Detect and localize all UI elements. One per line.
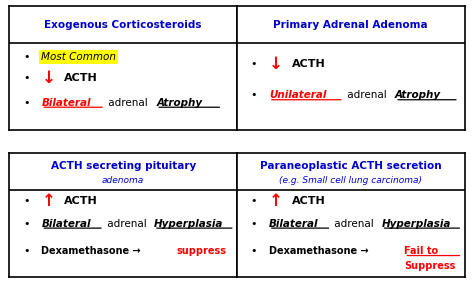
Text: Unilateral: Unilateral [269,90,326,100]
Text: •: • [23,52,30,62]
Text: •: • [23,246,30,256]
Text: Bilateral: Bilateral [41,98,91,108]
Text: •: • [251,196,257,206]
Text: ACTH: ACTH [292,59,325,68]
Text: ↑: ↑ [41,192,55,210]
Text: adenoma: adenoma [102,176,145,185]
Text: adrenal: adrenal [104,219,150,229]
Text: ACTH: ACTH [64,196,98,206]
Text: Primary Adrenal Adenoma: Primary Adrenal Adenoma [273,20,428,30]
Text: ACTH secreting pituitary: ACTH secreting pituitary [51,161,196,171]
Text: Most Common: Most Common [41,52,116,62]
Text: adrenal: adrenal [344,90,390,100]
Text: Hyperplasia: Hyperplasia [154,219,223,229]
Text: •: • [251,90,257,100]
Text: ↓: ↓ [41,69,55,87]
Text: Dexamethasone →: Dexamethasone → [41,246,144,256]
Text: •: • [251,246,257,256]
Text: ↓: ↓ [269,55,283,73]
Text: Bilateral: Bilateral [41,219,91,229]
Text: •: • [23,73,30,83]
Text: •: • [251,219,257,229]
Text: Fail to: Fail to [404,246,438,256]
Text: •: • [251,59,257,68]
Text: •: • [23,219,30,229]
Text: suppress: suppress [177,246,227,256]
Text: adrenal: adrenal [105,98,151,108]
Text: Dexamethasone →: Dexamethasone → [269,246,372,256]
Text: Exogenous Corticosteroids: Exogenous Corticosteroids [45,20,202,30]
Text: Bilateral: Bilateral [269,219,319,229]
Text: adrenal: adrenal [331,219,377,229]
Text: (e.g. Small cell lung carcinoma): (e.g. Small cell lung carcinoma) [279,176,422,185]
Text: Paraneoplastic ACTH secretion: Paraneoplastic ACTH secretion [260,161,442,171]
Text: •: • [23,196,30,206]
Text: Atrophy: Atrophy [156,98,202,108]
Text: •: • [23,98,30,108]
Text: ACTH: ACTH [64,73,98,83]
Text: ↑: ↑ [269,192,283,210]
Text: Suppress: Suppress [404,261,456,271]
Text: ACTH: ACTH [292,196,325,206]
Text: Atrophy: Atrophy [395,90,441,100]
Text: Hyperplasia: Hyperplasia [382,219,451,229]
